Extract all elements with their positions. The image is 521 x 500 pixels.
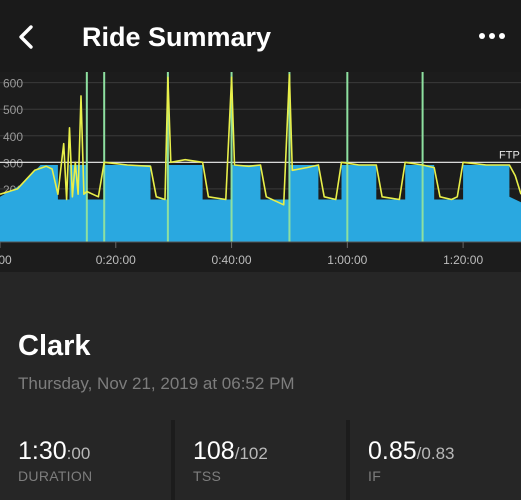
ride-info-section — [0, 272, 521, 420]
stat-if-main: 0.85 — [368, 437, 417, 465]
stat-duration-label: DURATION — [18, 468, 93, 484]
x-tick-label-2: 0:40:00 — [212, 253, 252, 267]
stat-duration-sub: :00 — [66, 444, 91, 463]
stat-duration: 1:30:00 DURATION — [0, 420, 171, 500]
app-header: Ride Summary — [0, 0, 521, 72]
more-options-button[interactable] — [477, 24, 507, 48]
page-title: Ride Summary — [82, 22, 272, 52]
stat-if-label: IF — [368, 468, 382, 484]
stat-if: 0.85/0.83 IF — [350, 420, 521, 500]
chevron-left-icon — [19, 25, 33, 49]
back-button[interactable] — [10, 20, 42, 54]
stat-if-value: 0.85/0.83 — [368, 436, 454, 470]
stat-tss-sub: /102 — [234, 444, 268, 463]
target-power-area — [0, 165, 521, 242]
more-horizontal-icon — [479, 33, 505, 39]
y-tick-label-500: 500 — [3, 103, 23, 117]
ride-name: Clark — [18, 330, 91, 362]
stat-duration-value: 1:30:00 — [18, 436, 90, 470]
stat-tss: 108/102 TSS — [175, 420, 346, 500]
y-tick-label-600: 600 — [3, 77, 23, 91]
stat-if-sub: /0.83 — [416, 444, 455, 463]
stat-tss-label: TSS — [193, 468, 222, 484]
x-tick-label-3: 1:00:00 — [327, 253, 367, 267]
stats-row: 1:30:00 DURATION 108/102 TSS 0.85/0.83 I… — [0, 420, 521, 500]
x-tick-label-4: 1:20:00 — [443, 253, 483, 267]
x-tick-label-1: 0:20:00 — [96, 253, 136, 267]
stat-tss-value: 108/102 — [193, 436, 268, 470]
ride-date: Thursday, Nov 21, 2019 at 06:52 PM — [18, 374, 295, 393]
stat-tss-main: 108 — [193, 437, 235, 465]
x-tick-label-0: 0:00 — [0, 253, 12, 267]
power-chart[interactable]: 200300400500600FTP0:000:20:000:40:001:00… — [0, 72, 521, 272]
actual-power-line — [0, 73, 521, 206]
power-chart-svg: 200300400500600FTP0:000:20:000:40:001:00… — [0, 72, 521, 267]
ftp-label: FTP — [499, 149, 520, 161]
y-tick-label-300: 300 — [3, 156, 23, 170]
y-tick-label-400: 400 — [3, 130, 23, 144]
stat-duration-main: 1:30 — [18, 437, 67, 465]
